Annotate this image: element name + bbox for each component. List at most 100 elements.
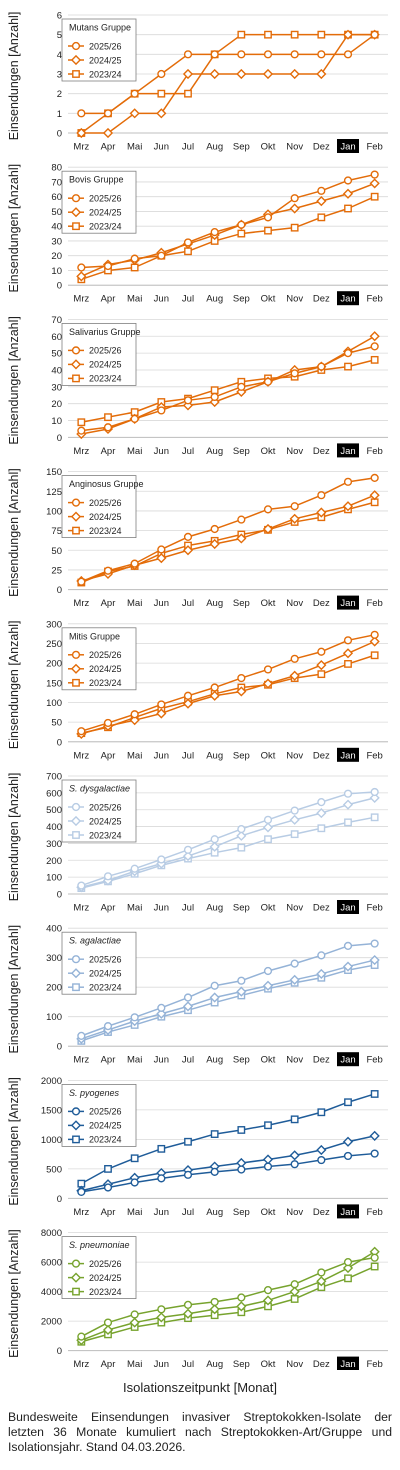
data-point (129, 1317, 140, 1328)
legend-title: Mutans Gruppe (69, 23, 131, 33)
x-tick-label: Jul (182, 1055, 194, 1066)
data-point (103, 261, 113, 271)
legend-marker (71, 498, 81, 507)
y-tick-label: 40 (51, 365, 62, 376)
x-tick-label: Aug (206, 903, 223, 914)
x-tick-label: Dez (313, 1055, 330, 1066)
legend-marker (71, 650, 81, 659)
data-point (317, 670, 326, 679)
x-tick-label: Feb (366, 446, 382, 457)
y-tick-label: 50 (51, 546, 62, 557)
data-point (316, 196, 327, 207)
data-point (290, 1160, 299, 1169)
x-tick-label: Aug (206, 1359, 223, 1370)
data-point (370, 787, 379, 797)
legend-entry: 2023/24 (89, 678, 122, 688)
x-tick-label: Nov (286, 1055, 303, 1066)
x-tick-label: Aug (206, 294, 223, 305)
legend-entry: 2024/25 (89, 816, 122, 826)
data-point (76, 271, 87, 282)
y-tick-label: 4 (57, 50, 62, 61)
data-point (129, 108, 140, 119)
data-point (317, 951, 326, 960)
y-tick-label: 1 (57, 109, 62, 120)
data-point (263, 50, 273, 59)
data-point (209, 1304, 220, 1315)
x-tick-label: Sep (233, 446, 250, 457)
legend-entry: 2024/25 (89, 1273, 122, 1283)
data-point (182, 1001, 194, 1012)
data-point (237, 30, 246, 39)
data-point (236, 986, 247, 997)
x-tick-label: Aug (206, 446, 223, 457)
x-tick-label: Sep (233, 1207, 250, 1218)
data-point (343, 176, 353, 185)
data-point (157, 1305, 166, 1314)
data-point (210, 386, 219, 395)
data-point (289, 203, 300, 214)
x-tick-label: Mai (127, 1359, 142, 1370)
data-point (130, 89, 139, 98)
y-tick-label: 8000 (41, 1228, 62, 1239)
legend-marker (70, 511, 82, 522)
legend-entry: 2025/26 (89, 194, 122, 204)
data-point (342, 1136, 354, 1147)
chart-panel-1: 0 10 20 30 40 50 60 70 80 Mrz Apr Mai Jun Jul Aug Sep Ok… (7, 163, 388, 306)
legend-marker (70, 54, 82, 66)
x-tick-label: Dez (313, 446, 330, 457)
data-point (183, 1170, 193, 1179)
data-point (77, 426, 86, 435)
data-point (370, 813, 379, 822)
data-point (262, 68, 274, 80)
data-point (317, 798, 326, 807)
data-point (290, 1115, 299, 1124)
data-point (237, 50, 246, 59)
x-tick-label: Jan (340, 1359, 355, 1370)
y-tick-label: 400 (46, 924, 62, 935)
x-tick-label: Jan (340, 294, 355, 305)
data-point (344, 818, 352, 827)
legend-entry: 2024/25 (89, 208, 122, 218)
data-point (103, 109, 113, 118)
data-point (103, 1022, 113, 1031)
y-tick-label: 10 (51, 416, 62, 427)
x-tick-label: Mai (127, 446, 142, 457)
data-point (157, 545, 166, 554)
data-point (102, 1324, 114, 1336)
data-point (236, 830, 247, 841)
x-tick-label: Sep (233, 750, 250, 761)
legend-marker (71, 955, 81, 964)
data-point (264, 835, 272, 844)
y-tick-label: 200 (46, 983, 62, 994)
legend-marker (70, 1272, 82, 1283)
x-tick-label: Jul (182, 142, 194, 153)
data-point (209, 841, 220, 852)
x-tick-label: Apr (101, 142, 116, 153)
legend-entry: 2025/26 (89, 955, 122, 965)
x-tick-label: Jul (182, 294, 194, 305)
data-point (342, 188, 354, 199)
data-point (102, 127, 114, 139)
x-tick-label: Jun (154, 598, 169, 609)
data-point (343, 1257, 353, 1267)
data-point (77, 1187, 86, 1197)
data-point (370, 1149, 379, 1158)
chart-panel-2: 0 10 20 30 40 50 60 70 Mrz Apr Mai Jun Jul Aug Sep Okt N… (7, 315, 388, 458)
x-tick-label: Jun (154, 750, 169, 761)
data-point (183, 691, 193, 700)
series-line (81, 640, 375, 735)
data-point (209, 690, 220, 701)
x-tick-highlight (337, 1204, 359, 1219)
data-point (209, 68, 220, 80)
data-point (342, 29, 354, 40)
data-point (184, 89, 192, 98)
y-tick-label: 0 (57, 1194, 62, 1205)
data-point (262, 980, 274, 991)
y-tick-label: 100 (46, 1012, 62, 1023)
legend-entry: 2025/26 (89, 650, 122, 660)
y-axis-title: Einsendungen [Anzahl] (7, 1229, 21, 1358)
data-point (183, 532, 193, 541)
legend-entry: 2025/26 (89, 1259, 122, 1269)
chart-panel-0: 0 1 2 3 4 5 6 Mrz Apr Mai Jun Jul Aug Sep Okt Nov Dez Jan… (7, 11, 388, 153)
series-line (81, 1265, 375, 1343)
